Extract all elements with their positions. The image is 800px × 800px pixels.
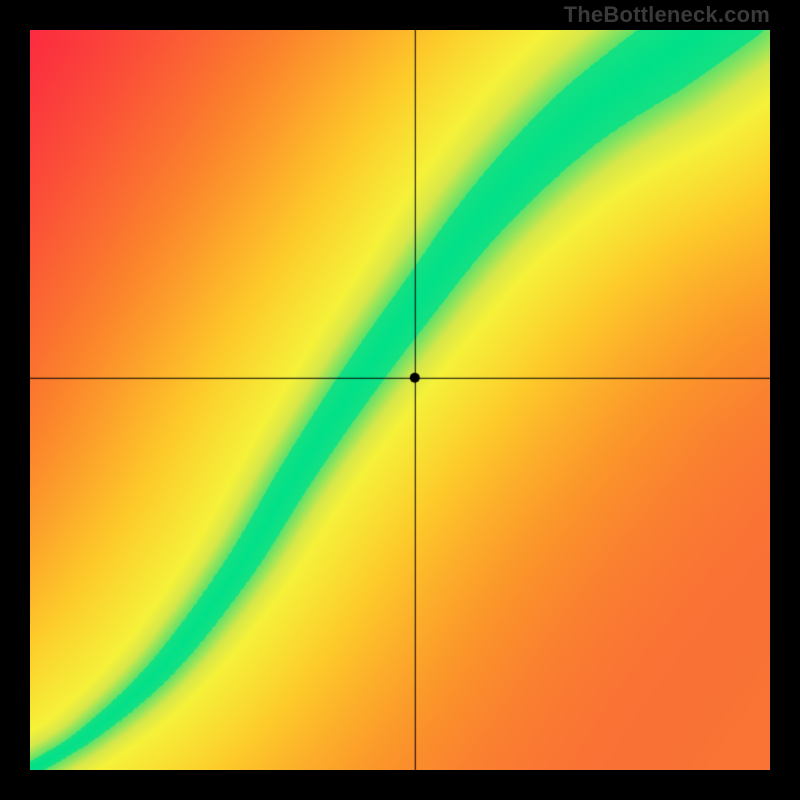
heatmap-canvas	[30, 30, 770, 770]
chart-wrapper: TheBottleneck.com	[0, 0, 800, 800]
watermark-label: TheBottleneck.com	[564, 2, 770, 28]
